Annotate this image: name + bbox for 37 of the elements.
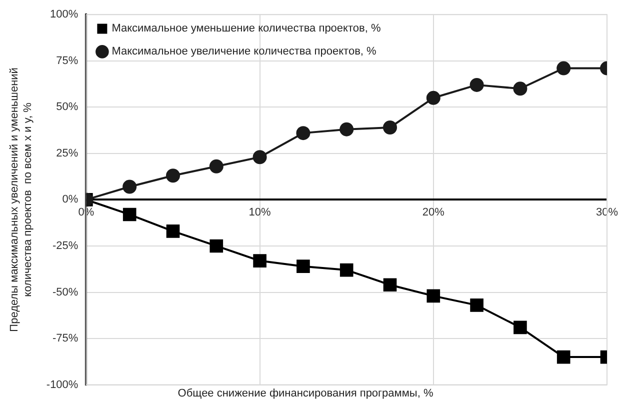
point: [556, 61, 571, 76]
point: [296, 126, 310, 140]
y-tick-label: 25%: [56, 147, 78, 160]
point: [209, 159, 224, 174]
point: [556, 350, 570, 364]
y-tick-label: -100%: [46, 378, 78, 391]
y-tick-label: -75%: [52, 332, 78, 345]
y-tick-label: 0%: [62, 194, 78, 206]
point: [210, 239, 224, 253]
point: [470, 78, 484, 92]
point: [470, 298, 484, 312]
y-axis-title: Пределы максимальных увеличений и уменьшений количества проектов по всем x и y, %: [8, 68, 34, 332]
y-tick-label: -50%: [52, 286, 78, 298]
point: [513, 82, 528, 96]
legend-label: Максимальное увеличение количества проектов, %: [112, 46, 377, 58]
point: [252, 150, 267, 164]
point: [253, 254, 266, 268]
point: [426, 90, 440, 105]
point: [296, 260, 310, 273]
point: [166, 224, 180, 238]
x-axis-title: Общее снижение финансирования программы, %: [178, 387, 434, 400]
point: [383, 278, 397, 292]
y-tick-label: 75%: [56, 54, 78, 67]
point: [383, 120, 397, 135]
point: [166, 168, 180, 183]
point: [340, 122, 354, 136]
y-tick-label: 50%: [56, 101, 78, 114]
point: [426, 289, 440, 303]
legend-label: Максимальное уменьшение количества проектов, %: [112, 22, 381, 35]
y-tick-label: -25%: [52, 240, 78, 252]
y-tick-label: 100%: [50, 8, 78, 21]
x-tick-label: 20%: [422, 206, 445, 218]
point: [514, 320, 527, 334]
point: [340, 263, 354, 277]
point: [122, 180, 137, 194]
x-tick-label: 10%: [248, 206, 272, 218]
point: [122, 208, 136, 222]
